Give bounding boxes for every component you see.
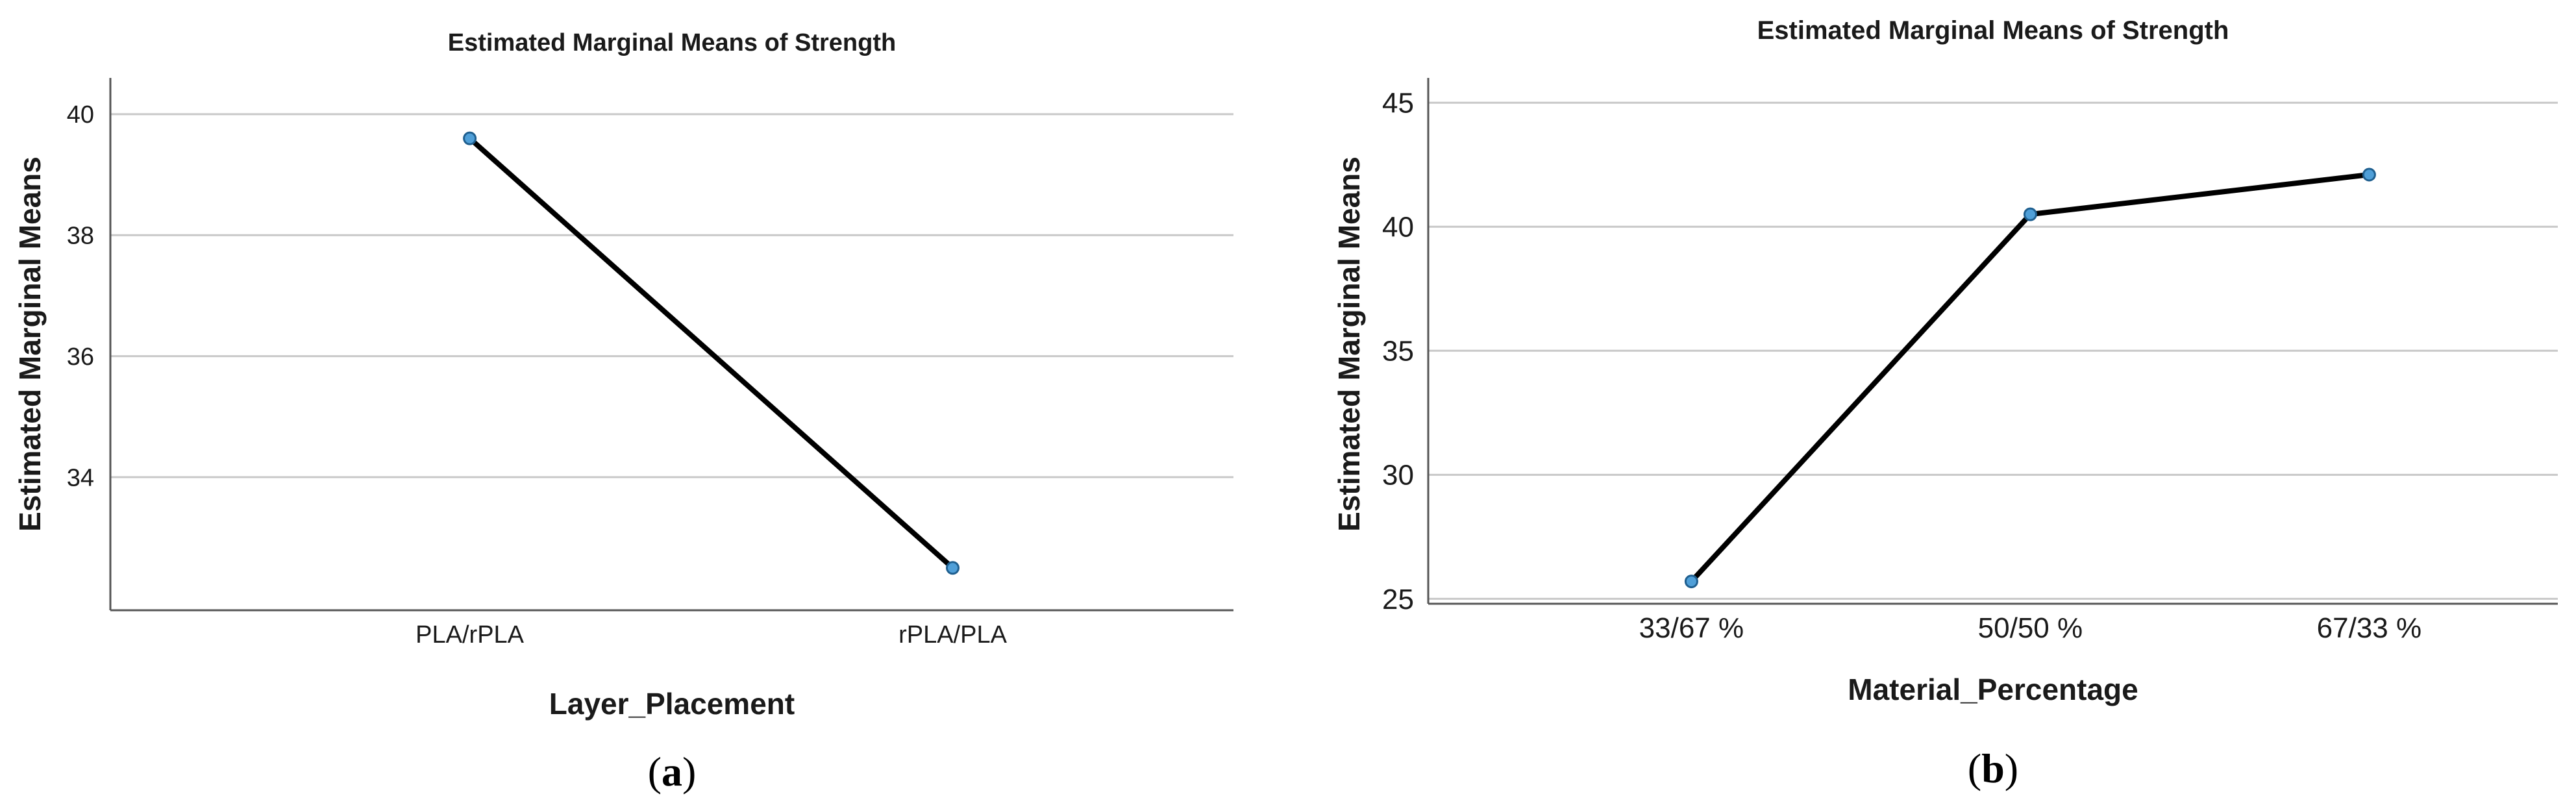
panel-label-b: (b) [1968, 745, 2018, 791]
chart-panel-a: 34 36 38 40 PLA/rPLA rPLA/PLA Estimated Marg… [13, 29, 1233, 795]
y-tick-label-b-2: 35 [1382, 336, 1414, 367]
x-tick-label-a-0: PLA/rPLA [415, 621, 525, 649]
data-point-b-2 [2362, 167, 2376, 182]
data-point-a-1 [946, 561, 960, 575]
series-path-a [467, 136, 956, 571]
y-tick-label-a-2: 38 [67, 223, 94, 250]
gridlines-b [1428, 101, 2558, 600]
y-tick-labels-a: 34 36 38 40 [67, 101, 94, 491]
panel-letter-b: b [1981, 745, 2005, 791]
panel-label-a: (a) [648, 749, 697, 795]
data-point-b-1 [2023, 207, 2037, 221]
y-tick-label-a-3: 40 [67, 101, 94, 129]
y-tick-labels-b: 25 30 35 40 45 [1382, 88, 1414, 615]
x-axis-title-b: Material_Percentage [1848, 673, 2138, 706]
x-axis-title-a: Layer_Placement [549, 687, 795, 721]
y-tick-label-b-4: 45 [1382, 88, 1414, 119]
y-tick-label-a-1: 36 [67, 343, 94, 371]
y-axis-title-a: Estimated Marginal Means [13, 156, 47, 532]
plot-area-a [110, 78, 1233, 610]
x-tick-label-b-2: 67/33 % [2317, 612, 2421, 644]
plot-area-b [1428, 78, 2558, 604]
x-tick-label-b-1: 50/50 % [1978, 612, 2083, 644]
series-line-a [463, 131, 960, 575]
y-tick-label-a-0: 34 [67, 464, 94, 491]
y-tick-label-b-1: 30 [1382, 460, 1414, 491]
data-point-b-0 [1684, 575, 1698, 589]
series-line-b [1684, 167, 2376, 589]
x-tick-label-a-1: rPLA/PLA [898, 621, 1008, 649]
chart-title-a: Estimated Marginal Means of Strength [448, 29, 896, 56]
y-tick-label-b-0: 25 [1382, 584, 1414, 615]
chart-panel-b: 25 30 35 40 45 33/67 % 50/50 % 67/33 % Estimat… [1332, 16, 2558, 791]
data-point-a-0 [463, 131, 477, 145]
x-tick-labels-a: PLA/rPLA rPLA/PLA [415, 621, 1007, 649]
gridlines-a [110, 113, 1233, 478]
panel-letter-a: a [662, 749, 682, 795]
y-axis-title-b: Estimated Marginal Means [1332, 156, 1366, 532]
x-tick-labels-b: 33/67 % 50/50 % 67/33 % [1639, 612, 2421, 644]
y-tick-label-b-3: 40 [1382, 212, 1414, 243]
x-tick-label-b-0: 33/67 % [1639, 612, 1744, 644]
chart-title-b: Estimated Marginal Means of Strength [1757, 16, 2229, 45]
